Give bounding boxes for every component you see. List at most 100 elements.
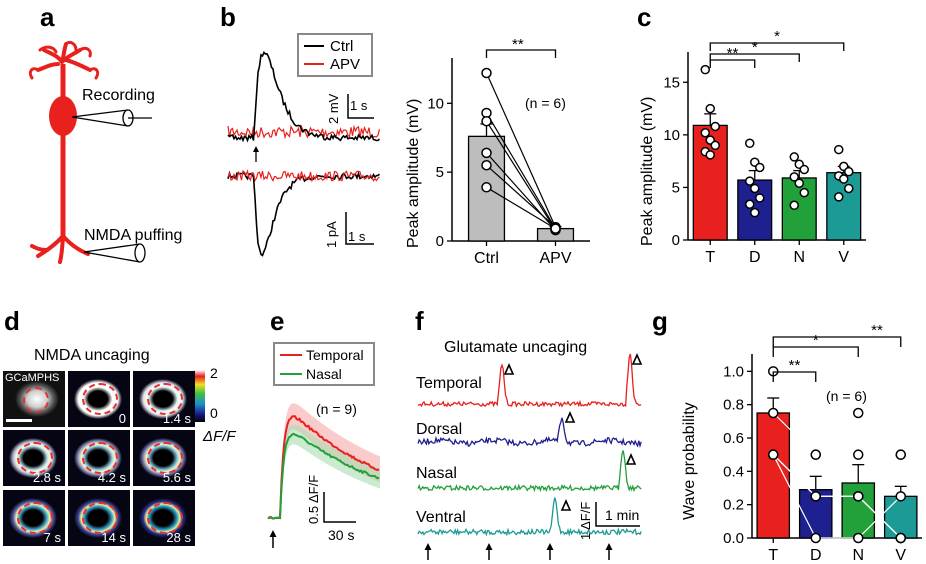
y-tick-label: 0.8 bbox=[723, 397, 744, 414]
f-scale-x: 1 min bbox=[605, 507, 639, 523]
paired-line bbox=[486, 164, 556, 228]
chart-b-sig: ** bbox=[512, 36, 524, 53]
f-stim-arrowhead bbox=[424, 543, 432, 550]
sig-label: ** bbox=[871, 322, 883, 339]
y-tick-label: 5 bbox=[436, 164, 444, 181]
f-triangle-marker bbox=[560, 499, 572, 511]
f-nasal-trace bbox=[417, 450, 642, 493]
d-roi-ring bbox=[147, 383, 183, 415]
x-tick-label: V bbox=[895, 547, 906, 564]
y-tick-label: 10 bbox=[427, 95, 444, 112]
e-legend-nasal: Nasal bbox=[306, 366, 342, 382]
data-point bbox=[710, 140, 720, 151]
b-trace-top-ctrl bbox=[227, 50, 381, 143]
recording-pipette bbox=[71, 109, 152, 127]
d-roi-ring bbox=[147, 442, 183, 474]
data-point bbox=[745, 176, 755, 186]
chart-c-ylabel: Peak amplitude (mV) bbox=[639, 97, 656, 246]
d-frame-time-label: 2.8 s bbox=[32, 470, 61, 485]
f-triangle-marker bbox=[625, 453, 637, 465]
data-point bbox=[710, 121, 720, 132]
b-scale-bottom-x: 1 s bbox=[348, 229, 366, 244]
d-title: NMDA uncaging bbox=[34, 347, 150, 364]
f-dorsal-trace bbox=[417, 417, 642, 449]
data-point bbox=[810, 449, 821, 460]
neuron-schematic bbox=[28, 40, 100, 264]
y-tick-label: 10 bbox=[663, 127, 680, 144]
e-n-label: (n = 9) bbox=[316, 401, 357, 417]
data-point bbox=[895, 449, 906, 460]
data-point bbox=[799, 164, 809, 175]
d-frame-time-label: 14 s bbox=[101, 530, 126, 545]
puffing-label: NMDA puffing bbox=[84, 227, 182, 244]
d-frame-image: 14 s bbox=[68, 490, 130, 546]
d-baseline-image: GCaMPHS bbox=[3, 371, 65, 427]
f-stim-arrowhead bbox=[485, 543, 493, 550]
d-roi-ring bbox=[82, 502, 118, 534]
panel-c-label: c bbox=[637, 2, 651, 32]
d-frame-time-label: 1.4 s bbox=[162, 411, 191, 426]
f-label-dorsal: Dorsal bbox=[416, 421, 462, 438]
sig-bracket bbox=[772, 336, 902, 347]
data-point bbox=[853, 491, 864, 502]
e-nasal-trace bbox=[267, 432, 380, 520]
b-scale-top-y: 2 mV bbox=[326, 93, 341, 124]
data-point bbox=[700, 128, 710, 138]
data-point bbox=[810, 491, 821, 502]
b-scalebar-bottom bbox=[345, 212, 374, 245]
data-point bbox=[789, 200, 799, 211]
y-tick-label: 5 bbox=[672, 179, 680, 196]
b-legend-ctrl: Ctrl bbox=[330, 38, 353, 55]
x-tick-label: V bbox=[838, 249, 849, 266]
d-roi-ring bbox=[23, 387, 49, 413]
d-colorbar bbox=[193, 370, 205, 422]
sig-label: * bbox=[752, 39, 758, 56]
sig-label: ** bbox=[789, 357, 801, 374]
d-roi-ring bbox=[147, 502, 183, 534]
paired-line bbox=[485, 72, 557, 228]
data-point bbox=[895, 491, 906, 502]
data-point bbox=[768, 449, 779, 460]
d-frame-time-label: 5.6 s bbox=[162, 470, 191, 485]
chart-g-ylabel: Wave probability bbox=[681, 402, 698, 520]
d-roi-ring bbox=[17, 442, 53, 474]
d-frame-image: 28 s bbox=[133, 490, 195, 546]
panel-a-label: a bbox=[40, 2, 55, 32]
e-stim-arrow bbox=[269, 530, 277, 548]
f-label-nasal: Nasal bbox=[416, 465, 457, 482]
paired-line bbox=[485, 112, 557, 229]
x-tick-label: APV bbox=[539, 250, 571, 267]
x-tick-label: T bbox=[768, 547, 778, 564]
d-colorbar-min: 0 bbox=[210, 405, 218, 421]
data-point bbox=[810, 532, 821, 544]
sig-bracket bbox=[772, 346, 859, 357]
data-point bbox=[481, 147, 492, 159]
data-point bbox=[705, 150, 715, 160]
data-point bbox=[750, 207, 760, 218]
paired-line bbox=[486, 186, 556, 230]
data-point bbox=[700, 64, 710, 75]
b-legend: Ctrl APV bbox=[297, 33, 373, 77]
puffing-pipette bbox=[83, 243, 146, 263]
sig-bracket bbox=[709, 59, 756, 68]
data-point bbox=[481, 182, 492, 193]
data-point bbox=[834, 144, 844, 155]
d-frame-time-label: 7 s bbox=[43, 530, 61, 545]
data-point bbox=[755, 162, 765, 173]
e-temporal-trace bbox=[267, 415, 380, 520]
data-point bbox=[481, 115, 492, 127]
f-stim-arrows bbox=[424, 543, 613, 560]
f-label-temporal: Temporal bbox=[416, 375, 482, 392]
y-tick-label: 0.0 bbox=[723, 530, 744, 547]
paired-line bbox=[772, 412, 901, 456]
data-point bbox=[481, 160, 492, 171]
d-indicator-label: GCaMPHS bbox=[5, 372, 60, 384]
sig-bracket bbox=[709, 42, 845, 51]
e-scalebar bbox=[323, 492, 356, 523]
e-legend: Temporal Nasal bbox=[273, 342, 375, 386]
y-tick-label: 0.4 bbox=[723, 463, 744, 480]
e-scale-x: 30 s bbox=[328, 527, 354, 543]
data-point bbox=[799, 187, 809, 198]
f-stim-arrowhead bbox=[605, 543, 613, 550]
